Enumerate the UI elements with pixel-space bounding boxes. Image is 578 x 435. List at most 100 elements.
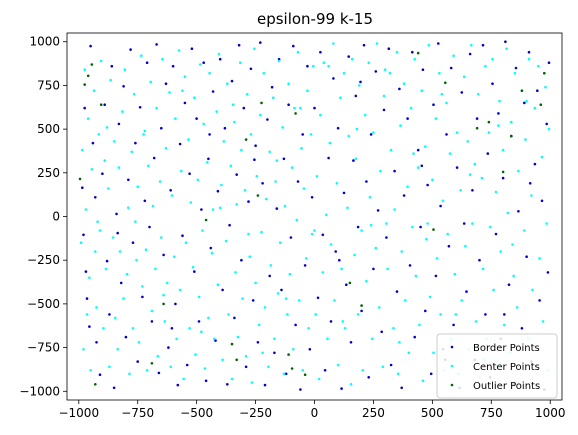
point-series-1-7 — [88, 276, 91, 280]
point-series-0-8 — [95, 341, 98, 344]
point-series-1-98 — [230, 377, 234, 381]
point-series-1-223 — [441, 199, 445, 203]
point-series-0-140 — [416, 148, 420, 152]
point-series-0-61 — [221, 288, 224, 292]
x-tick-label-3: −250 — [239, 406, 272, 420]
point-series-2-28 — [539, 103, 543, 106]
point-series-0-100 — [313, 106, 316, 110]
point-series-1-219 — [434, 117, 438, 120]
point-series-1-186 — [375, 42, 379, 45]
point-series-1-100 — [234, 271, 237, 274]
point-series-0-144 — [426, 183, 429, 187]
point-series-1-48 — [151, 204, 155, 208]
point-series-0-182 — [525, 255, 528, 258]
point-series-1-118 — [262, 71, 266, 75]
point-series-1-130 — [281, 126, 285, 129]
point-series-1-204 — [407, 351, 411, 355]
point-series-1-108 — [246, 92, 249, 96]
point-series-1-10 — [92, 89, 96, 92]
point-series-0-24 — [134, 141, 137, 145]
point-series-0-51 — [197, 320, 201, 323]
point-series-0-80 — [266, 118, 269, 121]
legend-label-border: Border Points — [473, 343, 540, 354]
point-series-0-27 — [141, 295, 144, 299]
point-series-1-136 — [290, 166, 294, 169]
point-series-0-137 — [408, 264, 412, 267]
point-series-1-157 — [325, 213, 328, 217]
point-series-1-300 — [327, 64, 330, 68]
point-series-2-29 — [543, 71, 546, 75]
point-series-1-196 — [393, 208, 396, 211]
point-series-1-54 — [161, 57, 164, 61]
point-series-1-84 — [208, 71, 211, 75]
point-series-1-56 — [164, 147, 168, 150]
point-series-0-124 — [374, 70, 378, 73]
point-series-0-123 — [372, 267, 375, 271]
point-series-0-102 — [319, 50, 322, 54]
point-series-0-139 — [413, 335, 417, 339]
point-series-1-209 — [416, 166, 420, 169]
point-series-2-13 — [260, 101, 263, 105]
point-series-0-107 — [332, 77, 335, 80]
point-series-0-20 — [124, 335, 128, 339]
point-series-1-106 — [243, 189, 247, 192]
point-series-1-246 — [481, 267, 485, 271]
point-series-1-5 — [85, 313, 89, 316]
point-series-0-62 — [223, 126, 227, 130]
y-tick-label-7: 750 — [37, 78, 60, 92]
point-series-1-9 — [90, 168, 94, 171]
point-series-0-77 — [259, 41, 262, 44]
point-series-1-39 — [137, 341, 141, 344]
point-series-1-123 — [269, 264, 273, 267]
point-series-0-69 — [240, 258, 243, 262]
point-series-0-106 — [329, 320, 333, 323]
chart-title: epsilon-99 k-15 — [257, 10, 373, 28]
point-series-0-97 — [306, 64, 309, 68]
point-series-2-21 — [432, 228, 435, 231]
point-series-2-17 — [303, 373, 307, 377]
point-series-1-131 — [282, 372, 286, 376]
point-series-0-194 — [170, 327, 174, 330]
point-series-1-151 — [314, 313, 318, 316]
point-series-1-83 — [207, 316, 210, 320]
point-series-0-56 — [209, 246, 213, 250]
point-series-1-257 — [501, 148, 505, 152]
point-series-1-170 — [347, 134, 351, 138]
point-series-1-74 — [193, 96, 196, 99]
point-series-1-35 — [131, 327, 135, 330]
point-series-1-278 — [538, 257, 541, 260]
point-series-0-68 — [237, 43, 241, 47]
point-series-1-102 — [236, 335, 240, 339]
point-series-0-47 — [188, 172, 191, 175]
point-series-0-191 — [546, 271, 550, 274]
point-series-0-10 — [101, 172, 104, 175]
point-series-2-5 — [99, 103, 103, 106]
point-series-2-0 — [78, 177, 82, 181]
point-series-1-188 — [379, 169, 382, 173]
point-series-1-201 — [402, 82, 406, 85]
point-series-1-229 — [452, 54, 455, 57]
point-series-1-169 — [346, 206, 349, 210]
point-series-0-186 — [536, 89, 539, 92]
point-series-1-280 — [541, 320, 545, 323]
point-series-1-274 — [531, 288, 534, 292]
point-series-1-33 — [128, 372, 131, 376]
point-series-1-0 — [79, 241, 83, 244]
legend-label-outlier: Outlier Points — [473, 381, 540, 392]
x-tick-label-0: −1000 — [58, 406, 99, 420]
point-series-0-122 — [369, 133, 373, 136]
point-series-0-146 — [432, 103, 435, 106]
point-series-1-183 — [371, 337, 374, 341]
x-tick-label-6: 500 — [421, 406, 444, 420]
point-series-1-64 — [177, 49, 181, 52]
point-series-1-203 — [406, 185, 409, 189]
x-tick-label-4: 0 — [311, 406, 319, 420]
legend: Border Points Center Points Outlier Poin… — [436, 333, 558, 399]
point-series-2-26 — [510, 134, 513, 138]
point-series-1-303 — [369, 223, 373, 227]
point-series-2-7 — [162, 302, 165, 306]
point-series-1-146 — [306, 89, 309, 92]
point-series-1-65 — [178, 288, 182, 292]
point-series-1-94 — [224, 239, 228, 243]
point-series-0-65 — [230, 79, 234, 83]
